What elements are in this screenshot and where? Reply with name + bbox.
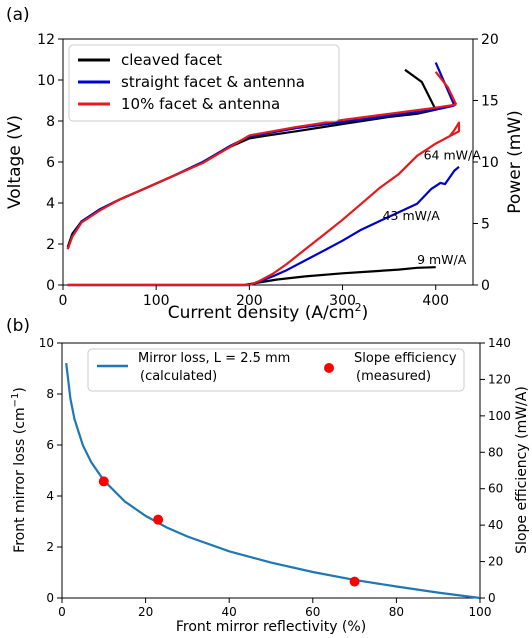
legend-label-cleaved-facet: cleaved facet bbox=[121, 51, 222, 69]
x-tick-label: 40 bbox=[222, 605, 237, 619]
panel-a-xlabel: Current density (A/cm2) bbox=[168, 301, 369, 323]
x-tick-label: 0 bbox=[59, 293, 68, 309]
x-tick-label: 200 bbox=[236, 293, 263, 309]
x-tick-label: 60 bbox=[305, 605, 320, 619]
series-0-power-line bbox=[67, 266, 436, 287]
series-2-voltage-tail bbox=[434, 71, 458, 106]
slope-efficiency-point bbox=[98, 476, 109, 487]
mirror-loss-curve bbox=[65, 362, 481, 600]
slope-efficiency-point bbox=[153, 514, 164, 525]
y-left-tick-label: 4 bbox=[46, 489, 54, 503]
legend-label-slope-efficiency: Slope efficiency bbox=[354, 351, 457, 366]
x-tick-label: 100 bbox=[469, 605, 492, 619]
panel-b-frame bbox=[61, 342, 481, 599]
y-left-tick-label: 8 bbox=[46, 387, 54, 401]
y-right-tick-label: 20 bbox=[481, 32, 499, 48]
y-right-tick-label: 60 bbox=[488, 482, 503, 496]
panel-a-series bbox=[66, 62, 461, 287]
x-tick-label: 300 bbox=[329, 293, 356, 309]
legend-label-mirror-loss-sub: (calculated) bbox=[140, 369, 217, 384]
series-2-power-line bbox=[67, 121, 461, 287]
panel-a-label: (a) bbox=[6, 5, 30, 25]
annotation-43mwa: 43 mW/A bbox=[383, 208, 441, 223]
x-tick-label: 100 bbox=[143, 293, 170, 309]
y-right-tick-label: 20 bbox=[488, 555, 503, 569]
legend-label-10pct-facet: 10% facet & antenna bbox=[121, 95, 280, 113]
panel-a-ylabel-left: Voltage (V) bbox=[5, 115, 25, 209]
y-right-tick-label: 0 bbox=[481, 278, 490, 294]
panel-b-label: (b) bbox=[6, 316, 30, 336]
panel-a-ticks: 0 100 200 300 400 0 2 4 6 8 10 12 0 5 10 15 20 bbox=[37, 32, 499, 309]
series-0-voltage-tail bbox=[404, 68, 437, 111]
y-left-tick-label: 2 bbox=[46, 237, 55, 253]
y-right-tick-label: 100 bbox=[488, 409, 511, 423]
annotation-9mwa: 9 mW/A bbox=[417, 252, 467, 267]
y-right-tick-label: 80 bbox=[488, 445, 503, 459]
legend-marker-slope-efficiency bbox=[324, 363, 334, 373]
series-0-voltage-line bbox=[66, 108, 436, 248]
series-1-power-line bbox=[67, 166, 460, 287]
y-left-tick-label: 0 bbox=[46, 591, 54, 605]
y-right-tick-label: 140 bbox=[488, 336, 511, 350]
y-right-tick-label: 15 bbox=[481, 94, 499, 110]
y-right-tick-label: 0 bbox=[488, 591, 496, 605]
panel-a-legend-box bbox=[68, 44, 340, 122]
y-left-tick-label: 0 bbox=[46, 278, 55, 294]
y-right-tick-label: 5 bbox=[481, 217, 490, 233]
x-tick-label: 400 bbox=[422, 293, 449, 309]
legend-label-straight-facet: straight facet & antenna bbox=[121, 73, 305, 91]
y-left-tick-label: 8 bbox=[46, 114, 55, 130]
annotation-64mwa: 64 mW/A bbox=[424, 148, 482, 163]
panel-a-plot: 0 100 200 300 400 0 2 4 6 8 10 12 0 5 10 15 20 9 mW/A 43… bbox=[37, 32, 499, 309]
panel-a-legend: cleaved facet straight facet & antenna 1… bbox=[68, 44, 340, 122]
y-left-tick-label: 2 bbox=[46, 540, 54, 554]
x-tick-label: 80 bbox=[389, 605, 404, 619]
panel-b-ylabel-left: Front mirror loss (cm−1) bbox=[10, 387, 28, 553]
x-tick-label: 20 bbox=[138, 605, 153, 619]
y-left-tick-label: 6 bbox=[46, 438, 54, 452]
slope-efficiency-point bbox=[349, 576, 360, 587]
legend-label-slope-efficiency-sub: (measured) bbox=[356, 369, 431, 384]
panel-a-ylabel-right: Power (mW) bbox=[505, 110, 525, 213]
series-1-voltage-tail bbox=[434, 62, 456, 107]
y-left-tick-label: 12 bbox=[37, 32, 55, 48]
y-left-tick-label: 6 bbox=[46, 155, 55, 171]
series-1-voltage-line bbox=[66, 104, 455, 250]
x-tick-label: 0 bbox=[58, 605, 66, 619]
y-left-tick-label: 4 bbox=[46, 196, 55, 212]
panel-b-legend-box bbox=[87, 348, 465, 392]
y-right-tick-label: 10 bbox=[481, 155, 499, 171]
series-2-voltage-line bbox=[66, 103, 457, 250]
y-right-tick-label: 40 bbox=[488, 518, 503, 532]
legend-label-mirror-loss: Mirror loss, L = 2.5 mm bbox=[138, 351, 290, 366]
panel-b-legend: Mirror loss, L = 2.5 mm (calculated) Slo… bbox=[87, 348, 465, 392]
panel-b-xlabel: Front mirror reflectivity (%) bbox=[176, 619, 366, 635]
panel-b-series bbox=[65, 362, 481, 600]
y-left-tick-label: 10 bbox=[39, 336, 54, 350]
y-left-tick-label: 10 bbox=[37, 73, 55, 89]
y-right-tick-label: 120 bbox=[488, 372, 511, 386]
panel-b-ylabel-right: Slope efficiency (mW/A) bbox=[514, 386, 530, 554]
